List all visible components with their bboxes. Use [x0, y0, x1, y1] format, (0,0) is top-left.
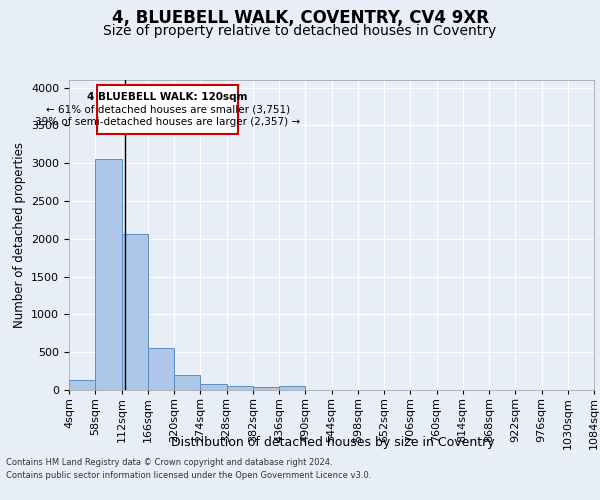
Bar — [200, 384, 227, 390]
Text: Size of property relative to detached houses in Coventry: Size of property relative to detached ho… — [103, 24, 497, 38]
Bar — [174, 375, 200, 390]
Bar — [148, 348, 174, 390]
Bar — [121, 234, 148, 390]
Bar — [253, 387, 279, 390]
Bar — [69, 380, 95, 390]
Y-axis label: Number of detached properties: Number of detached properties — [13, 142, 26, 328]
Bar — [279, 386, 305, 390]
Text: 4, BLUEBELL WALK, COVENTRY, CV4 9XR: 4, BLUEBELL WALK, COVENTRY, CV4 9XR — [112, 8, 488, 26]
Text: 4 BLUEBELL WALK: 120sqm: 4 BLUEBELL WALK: 120sqm — [88, 92, 248, 102]
Text: Contains public sector information licensed under the Open Government Licence v3: Contains public sector information licen… — [6, 472, 371, 480]
FancyBboxPatch shape — [97, 84, 238, 134]
Text: Contains HM Land Registry data © Crown copyright and database right 2024.: Contains HM Land Registry data © Crown c… — [6, 458, 332, 467]
Text: ← 61% of detached houses are smaller (3,751): ← 61% of detached houses are smaller (3,… — [46, 104, 290, 115]
Text: Distribution of detached houses by size in Coventry: Distribution of detached houses by size … — [171, 436, 495, 449]
Bar — [227, 386, 253, 390]
Bar — [95, 158, 121, 390]
Text: 39% of semi-detached houses are larger (2,357) →: 39% of semi-detached houses are larger (… — [35, 117, 300, 127]
